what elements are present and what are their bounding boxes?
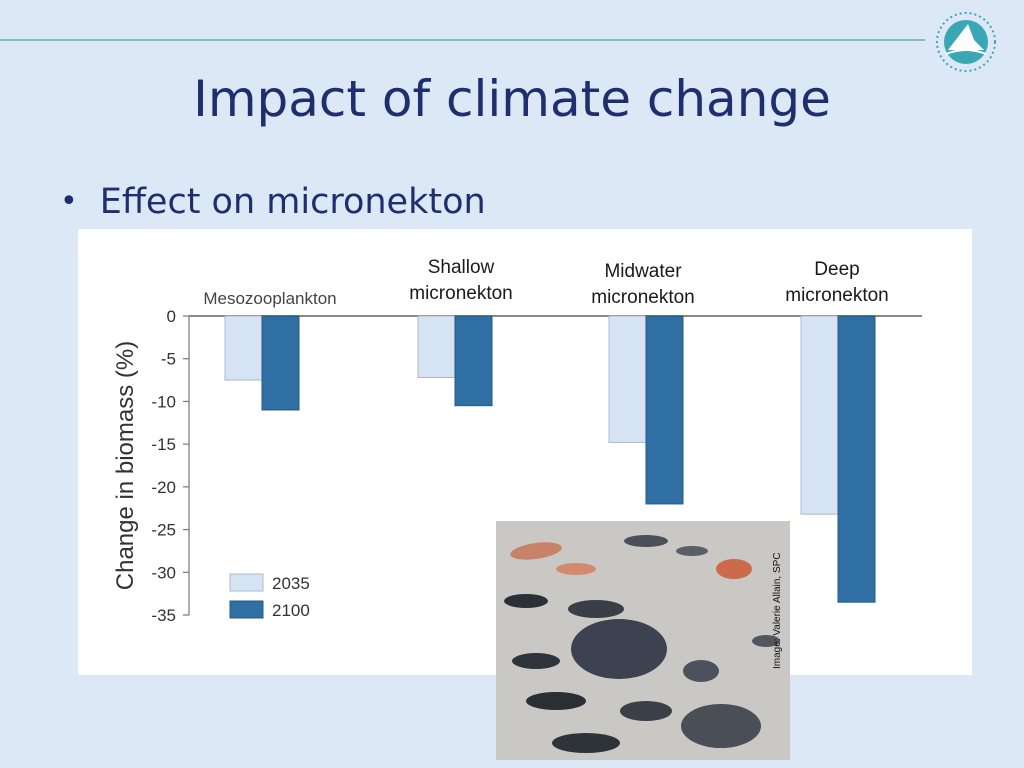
biomass-bar-chart: 0 -5 -10 -15 -20 -25 -30 -35 Change in biomass (… xyxy=(112,257,922,625)
bar-2035-shallow-micronekton xyxy=(417,315,456,379)
y-tick-label: 0 xyxy=(167,307,176,326)
bullet-text: Effect on micronekton xyxy=(99,182,486,222)
bar-2100-deep-micronekton xyxy=(837,315,876,603)
category-label: micronekton xyxy=(785,285,889,306)
bar-2035-deep-micronekton xyxy=(800,315,839,515)
header-rule xyxy=(0,39,925,41)
bar-2100-midwater-micronekton xyxy=(645,315,684,505)
category-label: micronekton xyxy=(591,287,695,308)
legend-label-2100: 2100 xyxy=(272,601,310,620)
legend-swatch-2035 xyxy=(229,573,264,592)
legend-label-2035: 2035 xyxy=(272,574,310,593)
bar-2035-midwater-micronekton xyxy=(608,315,647,443)
category-label: Mesozooplankton xyxy=(203,289,336,308)
category-label: Shallow xyxy=(428,257,495,278)
bar-2100-mesozooplankton xyxy=(261,315,300,411)
image-credit: Image: Valerie Allain, SPC xyxy=(772,552,783,669)
spc-logo-icon xyxy=(936,12,996,72)
category-label: micronekton xyxy=(409,283,513,304)
y-tick-label: -35 xyxy=(151,606,176,625)
legend-swatch-2100 xyxy=(229,600,264,619)
bar-2100-shallow-micronekton xyxy=(454,315,493,407)
category-label: Midwater xyxy=(604,261,682,282)
y-tick-label: -30 xyxy=(151,563,176,582)
y-tick-label: -20 xyxy=(151,478,176,497)
category-label: Deep xyxy=(814,259,859,280)
y-axis-label: Change in biomass (%) xyxy=(112,341,139,590)
bullet-dot: • xyxy=(60,184,78,219)
y-tick-label: -10 xyxy=(151,392,176,411)
y-tick-label: -25 xyxy=(151,521,176,540)
micronekton-photo: Image: Valerie Allain, SPC xyxy=(496,521,790,760)
y-tick-label: -5 xyxy=(161,350,176,369)
y-tick-label: -15 xyxy=(151,435,176,454)
page-title: Impact of climate change xyxy=(193,70,831,128)
bar-2035-mesozooplankton xyxy=(224,315,263,381)
bullet-item: • Effect on micronekton xyxy=(60,182,486,222)
